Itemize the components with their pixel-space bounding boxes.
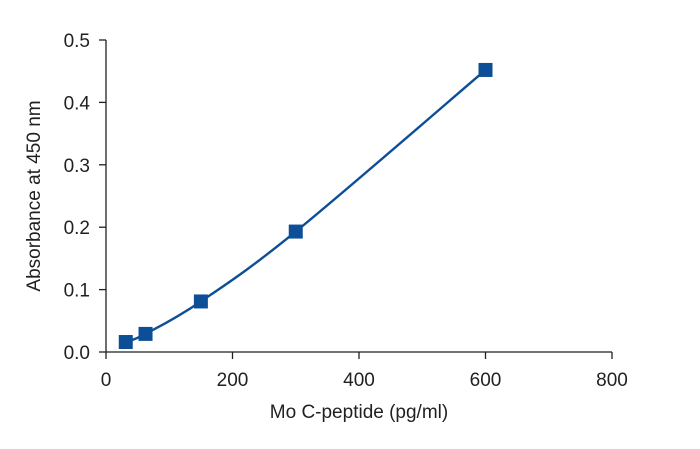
axes bbox=[105, 40, 612, 353]
y-tick-label: 0.0 bbox=[64, 343, 90, 364]
x-axis-title: Mo C-peptide (pg/ml) bbox=[270, 402, 448, 423]
x-tick-label: 0 bbox=[101, 370, 112, 391]
x-tick-label: 600 bbox=[470, 370, 502, 391]
y-tick-label: 0.3 bbox=[64, 156, 90, 177]
series-fit-line bbox=[125, 69, 487, 344]
data-point bbox=[288, 224, 303, 239]
data-point bbox=[193, 294, 208, 309]
x-tick-label: 800 bbox=[596, 370, 628, 391]
x-ticks: 0 200 400 600 800 bbox=[101, 352, 628, 391]
data-points bbox=[118, 62, 493, 350]
y-tick-label: 0.5 bbox=[64, 31, 90, 52]
x-tick-label: 400 bbox=[343, 370, 375, 391]
data-point bbox=[138, 326, 153, 341]
x-tick-label: 200 bbox=[217, 370, 249, 391]
y-tick-label: 0.2 bbox=[64, 218, 90, 239]
data-point bbox=[118, 335, 133, 350]
y-tick-label: 0.4 bbox=[64, 93, 91, 114]
data-point bbox=[478, 62, 493, 77]
y-tick-label: 0.1 bbox=[64, 281, 90, 302]
curve-layer bbox=[125, 69, 487, 344]
y-axis-title: Absorbance at 450 nm bbox=[24, 100, 45, 291]
y-ticks: 0.0 0.1 0.2 0.3 0.4 0.5 bbox=[64, 31, 106, 364]
